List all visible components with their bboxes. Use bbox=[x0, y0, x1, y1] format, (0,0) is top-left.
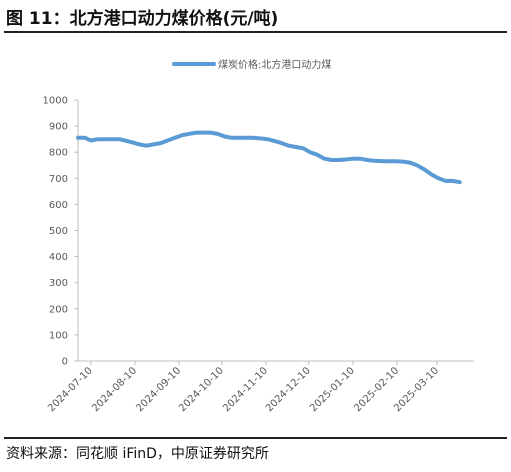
y-tick-label: 800 bbox=[49, 148, 68, 159]
plot-area bbox=[76, 130, 462, 185]
data-point bbox=[131, 141, 134, 144]
data-point bbox=[223, 135, 226, 138]
data-point bbox=[259, 137, 262, 140]
figure-title: 图 11：北方港口动力煤价格(元/吨) bbox=[6, 9, 279, 29]
bottom-rule bbox=[4, 437, 507, 439]
data-point bbox=[373, 159, 376, 162]
data-point bbox=[394, 160, 397, 163]
data-point bbox=[138, 143, 141, 146]
data-point bbox=[202, 131, 205, 134]
data-point bbox=[344, 158, 347, 161]
data-point bbox=[152, 143, 155, 146]
top-rule bbox=[4, 31, 507, 33]
y-axis: 0 100 200 300 400 500 600 700 800 900 1000 bbox=[43, 96, 79, 368]
y-tick-label: 700 bbox=[49, 174, 68, 185]
x-tick-label: 2025-01-10 bbox=[308, 365, 357, 414]
data-point bbox=[351, 157, 354, 160]
data-point bbox=[280, 142, 283, 145]
data-point bbox=[408, 161, 411, 164]
data-point bbox=[188, 132, 191, 135]
data-point bbox=[294, 145, 297, 148]
data-point bbox=[124, 139, 127, 142]
data-point bbox=[118, 138, 121, 141]
data-point bbox=[366, 159, 369, 162]
data-point bbox=[302, 147, 305, 150]
x-tick-label: 2024-09-10 bbox=[134, 365, 183, 414]
data-point bbox=[458, 181, 461, 184]
data-point bbox=[330, 159, 333, 162]
data-point bbox=[237, 136, 240, 139]
x-axis: 2024-07-102024-08-102024-09-102024-10-10… bbox=[46, 360, 474, 414]
data-point bbox=[444, 179, 447, 182]
data-point bbox=[416, 164, 419, 167]
data-point bbox=[437, 177, 440, 180]
series-line bbox=[76, 130, 462, 185]
data-point bbox=[359, 157, 362, 160]
data-point bbox=[111, 138, 114, 141]
data-point bbox=[216, 132, 219, 135]
legend-label: 煤炭价格:北方港口动力煤 bbox=[218, 58, 331, 71]
chart-legend: 煤炭价格:北方港口动力煤 bbox=[172, 58, 331, 71]
data-point bbox=[96, 138, 99, 141]
data-point bbox=[273, 139, 276, 142]
data-point bbox=[104, 138, 107, 141]
x-tick-label: 2024-07-10 bbox=[46, 365, 95, 414]
data-point bbox=[145, 144, 148, 147]
data-point bbox=[401, 160, 404, 163]
x-tick-label: 2024-08-10 bbox=[90, 365, 139, 414]
data-point bbox=[209, 131, 212, 134]
x-tick-label: 2024-10-10 bbox=[177, 365, 226, 414]
y-tick-label: 400 bbox=[49, 252, 68, 263]
data-point bbox=[173, 136, 176, 139]
data-point bbox=[166, 139, 169, 142]
data-point bbox=[252, 136, 255, 139]
data-point bbox=[245, 136, 248, 139]
data-point bbox=[316, 153, 319, 156]
data-point bbox=[380, 160, 383, 163]
data-point bbox=[77, 136, 80, 139]
data-point bbox=[266, 138, 269, 141]
y-tick-label: 900 bbox=[49, 122, 68, 133]
data-point bbox=[387, 160, 390, 163]
data-point bbox=[430, 173, 433, 176]
source-note: 资料来源：同花顺 iFinD，中原证券研究所 bbox=[6, 446, 269, 462]
y-tick-label: 1000 bbox=[43, 96, 68, 107]
data-point bbox=[287, 144, 290, 147]
data-point bbox=[195, 131, 198, 134]
y-tick-label: 600 bbox=[49, 200, 68, 211]
data-point bbox=[451, 179, 454, 182]
y-tick-label: 300 bbox=[49, 278, 68, 289]
data-point bbox=[159, 142, 162, 145]
data-point bbox=[230, 136, 233, 139]
data-point bbox=[89, 139, 92, 142]
y-tick-label: 0 bbox=[62, 357, 68, 368]
data-point bbox=[309, 151, 312, 154]
x-tick-label: 2024-12-10 bbox=[264, 365, 313, 414]
x-tick-label: 2024-11-10 bbox=[221, 365, 270, 414]
y-tick-label: 100 bbox=[49, 330, 68, 341]
data-point bbox=[84, 136, 87, 139]
data-point bbox=[180, 134, 183, 137]
y-tick-label: 500 bbox=[49, 226, 68, 237]
data-point bbox=[423, 168, 426, 171]
data-point bbox=[323, 157, 326, 160]
data-point bbox=[337, 159, 340, 162]
y-tick-label: 200 bbox=[49, 304, 68, 315]
